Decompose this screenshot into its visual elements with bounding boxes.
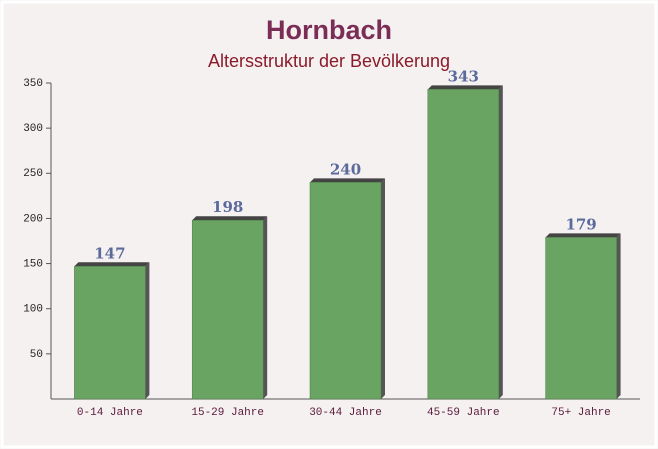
chart-subtitle: Altersstruktur der Bevölkerung: [208, 51, 450, 71]
bar-top: [427, 85, 503, 90]
bar-top: [310, 178, 385, 183]
bar-top: [74, 262, 150, 267]
data-label: 147: [94, 244, 125, 262]
y-tick-label: 350: [23, 78, 43, 90]
data-label: 240: [330, 160, 361, 178]
data-label: 343: [448, 67, 479, 85]
y-tick-label: 300: [23, 123, 43, 135]
bar-side: [498, 85, 503, 399]
bar-side: [145, 262, 150, 399]
y-tick-label: 250: [23, 168, 43, 180]
y-tick-label: 150: [23, 258, 43, 270]
bar-side: [616, 233, 621, 399]
x-tick-label: 45-59 Jahre: [427, 407, 500, 419]
chart-title: Hornbach: [266, 15, 392, 45]
y-tick-label: 200: [23, 213, 43, 225]
x-tick-label: 0-14 Jahre: [77, 407, 143, 419]
data-label: 179: [565, 215, 596, 233]
bar-top: [545, 233, 621, 238]
bar-side: [381, 178, 385, 399]
bar: [427, 89, 500, 400]
x-tick-label: 15-29 Jahre: [191, 407, 264, 419]
bar: [74, 266, 146, 400]
bar: [309, 182, 382, 400]
y-tick-label: 100: [23, 304, 43, 316]
bar: [545, 237, 617, 400]
bar: [191, 219, 264, 400]
x-tick-label: 75+ Jahre: [551, 407, 610, 419]
y-tick-label: 50: [30, 349, 43, 361]
bar-top: [192, 216, 268, 221]
x-tick-label: 30-44 Jahre: [309, 407, 382, 419]
data-label: 198: [212, 198, 243, 216]
bar-side: [263, 216, 268, 399]
